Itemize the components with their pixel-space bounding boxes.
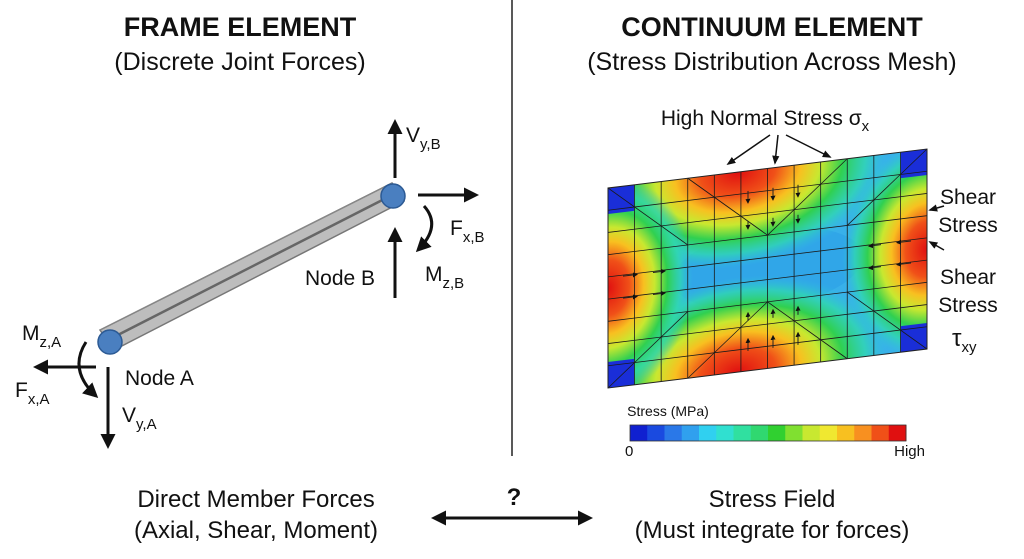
shear-stress-arrow-2: [928, 241, 945, 251]
shear-stress-arrow-1: [928, 204, 945, 212]
colorbar-segment: [716, 425, 734, 441]
stress-vector-arrow: [896, 261, 911, 267]
colorbar-segment: [768, 425, 786, 441]
colorbar-segment: [819, 425, 838, 441]
mza-label: Mz,A: [22, 322, 61, 351]
mesh-diagonal: [687, 301, 768, 379]
colorbar-segment: [664, 425, 683, 441]
stress-vector-arrow: [653, 269, 666, 275]
normal-stress-arrow-1: [726, 134, 771, 166]
stress-vector-arrow: [623, 294, 638, 300]
stress-vector-arrow: [653, 291, 666, 297]
mesh-diagonal: [608, 187, 689, 246]
bottom-left-line1: Direct Member Forces: [137, 486, 374, 513]
mesh-diagonal: [687, 177, 768, 236]
mzb-label: Mz,B: [425, 263, 464, 292]
node-a-label: Node A: [125, 367, 194, 390]
colorbar-title: Stress (MPa): [627, 403, 709, 419]
mesh-line: [608, 170, 927, 211]
colorbar-segment: [854, 425, 872, 441]
colorbar-segment: [837, 425, 855, 441]
stress-vector-arrow: [623, 272, 638, 278]
shear-stress-label-2-line1: Shear: [940, 266, 996, 289]
normal-stress-label: High Normal Stress σx: [661, 107, 870, 135]
mesh-diagonal: [767, 158, 848, 236]
mesh-line: [608, 326, 927, 367]
frame-subtitle: (Discrete Joint Forces): [114, 48, 365, 76]
shear-stress-label-2-line2: Stress: [938, 294, 998, 317]
stress-vector-arrow: [868, 243, 881, 249]
continuum-title: CONTINUUM ELEMENT: [621, 12, 923, 42]
colorbar-segment: [699, 425, 717, 441]
mesh-diagonal: [846, 149, 927, 226]
colorbar-segment: [750, 425, 769, 441]
normal-stress-arrow-2: [772, 134, 780, 165]
bottom-right-line1: Stress Field: [709, 486, 836, 513]
node-b: [380, 183, 406, 209]
fxb-label: Fx,B: [450, 217, 485, 246]
colorbar-segment: [733, 425, 752, 441]
node-a: [97, 329, 123, 355]
normal-stress-arrow-3: [785, 134, 832, 158]
mesh-line: [608, 215, 927, 256]
colorbar-segment: [802, 425, 821, 441]
stress-vector-arrow: [896, 239, 911, 245]
vya-label: Vy,A: [122, 404, 157, 433]
continuum-subtitle: (Stress Distribution Across Mesh): [587, 48, 957, 76]
colorbar-max-label: High: [894, 443, 925, 460]
mesh-diagonal: [767, 301, 848, 360]
node-b-label: Node B: [305, 267, 375, 290]
mesh-diagonal: [846, 291, 927, 350]
stress-contour-mesh: [607, 148, 928, 389]
colorbar-segment: [888, 425, 907, 441]
mzb-arrow: [415, 204, 434, 253]
colorbar-segment: [681, 425, 700, 441]
bottom-right-line2: (Must integrate for forces): [635, 517, 910, 544]
shear-stress-label-1-line1: Shear: [940, 186, 996, 209]
colorbar: [630, 425, 907, 441]
colorbar-segment: [871, 425, 890, 441]
frame-title: FRAME ELEMENT: [124, 12, 357, 42]
bottom-left-line2: (Axial, Shear, Moment): [134, 517, 378, 544]
question-mark: ?: [507, 484, 522, 511]
colorbar-segment: [785, 425, 803, 441]
colorbar-min-label: 0: [625, 443, 633, 460]
shear-stress-symbol: τxy: [952, 325, 977, 356]
fxa-label: Fx,A: [15, 379, 50, 408]
vyb-label: Vy,B: [406, 124, 441, 153]
shear-stress-label-1-line2: Stress: [938, 214, 998, 237]
colorbar-segment: [630, 425, 648, 441]
stress-vector-arrow: [868, 265, 881, 271]
mesh-diagonal: [608, 311, 689, 388]
colorbar-segment: [647, 425, 665, 441]
mza-arrow: [77, 341, 99, 399]
